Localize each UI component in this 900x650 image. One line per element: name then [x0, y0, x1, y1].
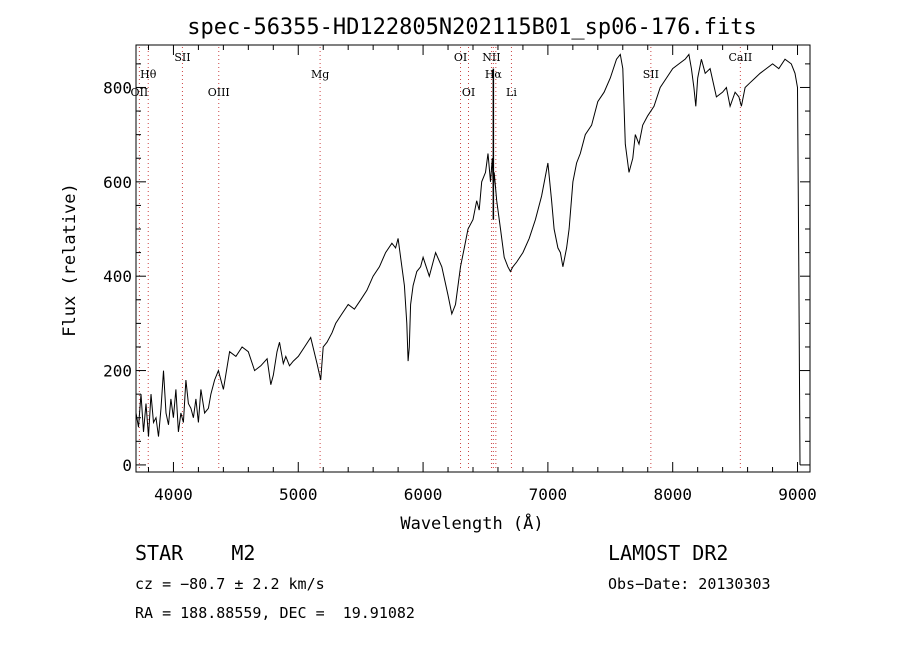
y-tick-label: 0 [122, 456, 132, 475]
observation-date: Obs−Date: 20130303 [608, 575, 771, 593]
spectral-line-markers [138, 47, 741, 470]
x-tick-label: 9000 [778, 485, 817, 504]
x-tick-label: 8000 [653, 485, 692, 504]
spectral-line-label: CaII [729, 51, 753, 64]
spectral-line-label: Hθ [140, 68, 157, 81]
x-axis-label: Wavelength (Å) [400, 512, 543, 534]
survey-release: LAMOST DR2 [608, 541, 729, 565]
spectral-line-label: OIII [208, 86, 230, 99]
coordinates: RA = 188.88559, DEC = 19.91082 [135, 604, 415, 622]
spectral-line-label: Mg [311, 68, 329, 81]
y-axis-ticks: 0 200 400 600 800 [103, 63, 810, 475]
spectral-line-label: OII [131, 86, 149, 99]
x-tick-label: 6000 [404, 485, 443, 504]
y-tick-label: 600 [103, 173, 132, 192]
x-tick-label: 5000 [279, 485, 318, 504]
y-axis-label: Flux (relative) [60, 183, 80, 337]
spectral-line-label: SII [643, 68, 659, 81]
spectral-line-label: SII [174, 51, 190, 64]
spectral-line-label: OI [454, 51, 467, 64]
y-tick-label: 200 [103, 362, 132, 381]
object-class: STAR M2 [135, 541, 256, 565]
spectrum-series-line [135, 53, 801, 465]
spectral-line-label: NII [482, 51, 500, 64]
plot-frame [135, 44, 811, 473]
x-axis-ticks: 4000 5000 6000 7000 8000 9000 [147, 45, 817, 504]
spectral-line-label: OI [462, 86, 475, 99]
y-tick-label: 400 [103, 267, 132, 286]
redshift-velocity: cz = −80.7 ± 2.2 km/s [135, 575, 325, 593]
x-tick-label: 4000 [154, 485, 193, 504]
chart-title: spec-56355-HD122805N202115B01_sp06-176.f… [187, 15, 757, 40]
y-tick-label: 800 [103, 78, 132, 97]
spectral-line-label: Li [506, 86, 517, 99]
x-tick-label: 7000 [529, 485, 568, 504]
